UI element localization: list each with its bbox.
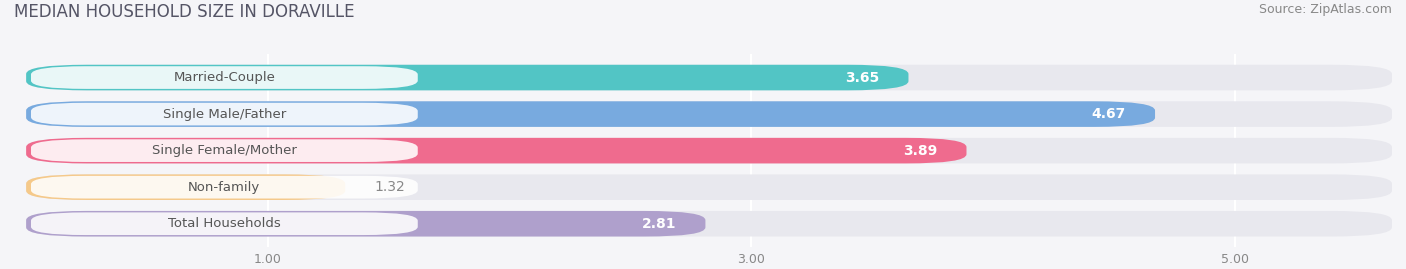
FancyBboxPatch shape bbox=[27, 101, 1156, 127]
Text: Single Male/Father: Single Male/Father bbox=[163, 108, 285, 121]
FancyBboxPatch shape bbox=[27, 174, 1392, 200]
Text: Single Female/Mother: Single Female/Mother bbox=[152, 144, 297, 157]
FancyBboxPatch shape bbox=[27, 138, 966, 164]
Text: Total Households: Total Households bbox=[167, 217, 281, 230]
FancyBboxPatch shape bbox=[31, 213, 418, 235]
Text: 3.65: 3.65 bbox=[845, 70, 880, 84]
FancyBboxPatch shape bbox=[27, 138, 1392, 164]
FancyBboxPatch shape bbox=[31, 139, 418, 162]
Text: Married-Couple: Married-Couple bbox=[173, 71, 276, 84]
Text: Source: ZipAtlas.com: Source: ZipAtlas.com bbox=[1258, 3, 1392, 16]
FancyBboxPatch shape bbox=[27, 65, 908, 90]
Text: 1.32: 1.32 bbox=[374, 180, 405, 194]
FancyBboxPatch shape bbox=[27, 211, 1392, 236]
FancyBboxPatch shape bbox=[27, 101, 1392, 127]
FancyBboxPatch shape bbox=[27, 211, 706, 236]
Text: 2.81: 2.81 bbox=[643, 217, 676, 231]
Text: 3.89: 3.89 bbox=[903, 144, 938, 158]
Text: 4.67: 4.67 bbox=[1092, 107, 1126, 121]
FancyBboxPatch shape bbox=[31, 176, 418, 199]
Text: Non-family: Non-family bbox=[188, 181, 260, 194]
FancyBboxPatch shape bbox=[27, 174, 346, 200]
Text: MEDIAN HOUSEHOLD SIZE IN DORAVILLE: MEDIAN HOUSEHOLD SIZE IN DORAVILLE bbox=[14, 3, 354, 21]
FancyBboxPatch shape bbox=[31, 66, 418, 89]
FancyBboxPatch shape bbox=[31, 103, 418, 125]
FancyBboxPatch shape bbox=[27, 65, 1392, 90]
